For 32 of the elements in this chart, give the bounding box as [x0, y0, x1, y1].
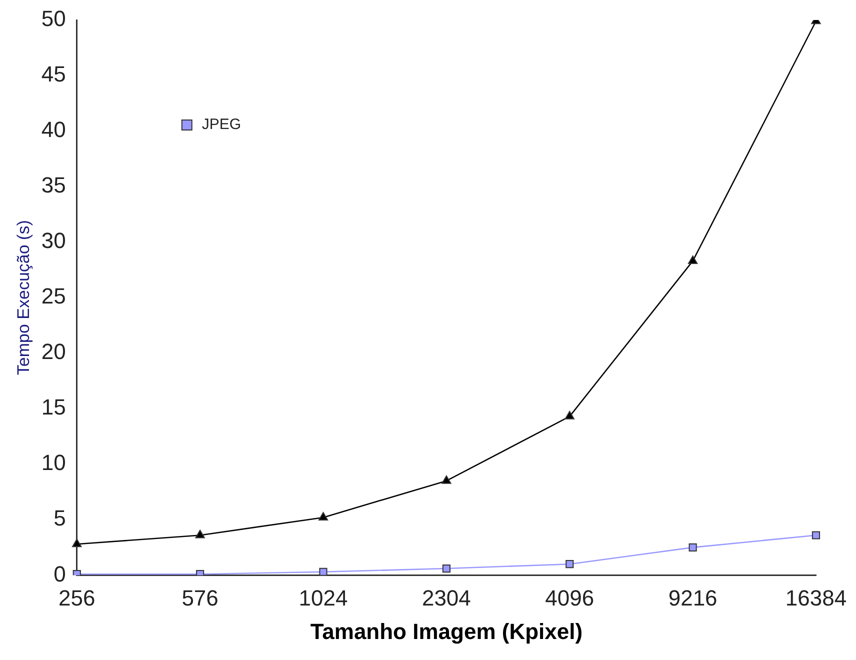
y-tick-label: 35: [41, 172, 66, 198]
x-tick-label: 4096: [545, 585, 594, 610]
point: [319, 568, 328, 576]
legend-label: JPEG: [202, 116, 242, 134]
x-tick-label: 16384: [785, 585, 847, 610]
y-axis-title: Tempo Execução (s): [14, 220, 33, 376]
y-tick-label: 10: [41, 450, 66, 476]
x-tick-label: 1024: [298, 585, 348, 610]
x-tick-label: 2304: [422, 585, 471, 610]
y-tick-label: 45: [41, 62, 66, 87]
y-tick-label: 5: [54, 506, 66, 531]
point: [688, 255, 698, 264]
point: [442, 475, 452, 484]
point: [688, 543, 697, 552]
y-tick-label: 40: [41, 117, 66, 142]
y-tick-label: 50: [41, 6, 66, 32]
y-tick-label: 0: [54, 561, 66, 586]
x-tick-label: 9216: [668, 585, 718, 610]
y-tick-label: 25: [41, 284, 66, 309]
point: [812, 531, 820, 540]
point: [442, 564, 450, 573]
y-tick-label: 20: [41, 339, 66, 364]
point: [195, 530, 205, 538]
y-tick-label: 15: [41, 394, 66, 420]
point: [564, 410, 574, 420]
y-tick-label: 30: [41, 228, 66, 254]
point: [72, 538, 82, 548]
point: [566, 560, 574, 568]
x-tick-label: 576: [182, 585, 218, 610]
x-axis-title: Tamanho Imagem (Kpixel): [310, 618, 583, 644]
x-tick-label: 256: [58, 585, 96, 610]
point: [318, 512, 328, 520]
